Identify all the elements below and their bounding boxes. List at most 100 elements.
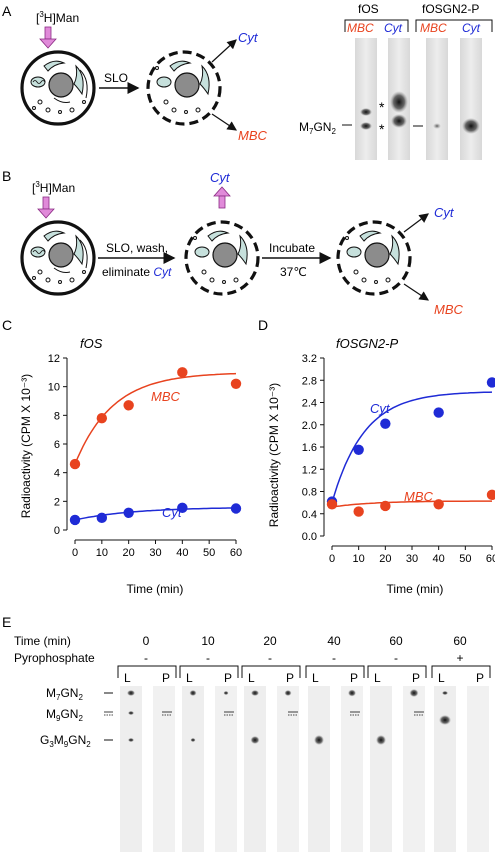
gel-lane-l: [434, 686, 456, 852]
y-tick-label: 4: [54, 468, 60, 480]
data-point-cyt: [380, 418, 391, 429]
data-point-cyt: [433, 407, 444, 418]
y-tick-label: 2.8: [302, 375, 317, 387]
gel-e-marker-m9gn2: M9GN2: [46, 707, 83, 723]
data-point-cyt: [96, 512, 108, 524]
y-tick-label: 3.2: [302, 353, 317, 365]
y-tick-label: 0.4: [302, 509, 317, 521]
pyro-value: -: [394, 651, 398, 665]
gel-lane-l: [308, 686, 330, 852]
y-tick-label: 0.8: [302, 487, 317, 499]
gel-lane-p: [403, 686, 425, 852]
chart-c-series-mbc: MBC: [151, 389, 181, 404]
y-tick-label: 8: [54, 410, 60, 422]
lane-bracket: [431, 665, 491, 678]
gel-band: [314, 735, 324, 745]
pink-arrow-up-icon: [213, 186, 231, 209]
temp-label: 37℃: [280, 265, 307, 279]
gel-lane-mbc-2: MBC: [420, 21, 447, 35]
time-value: 20: [263, 634, 277, 648]
pyro-value: +: [456, 651, 463, 665]
lane-label-p: P: [412, 671, 420, 685]
x-tick-label: 0: [72, 547, 78, 559]
gel-band: [390, 91, 408, 113]
lane-label-l: L: [374, 671, 381, 685]
y-tick-label: 10: [48, 382, 60, 394]
gel-lane-l: [120, 686, 142, 852]
pink-arrow-icon: [37, 196, 55, 219]
gel-band: [376, 735, 386, 745]
x-tick-label: 40: [433, 553, 445, 565]
gel-band: [251, 690, 259, 696]
gel-fosgn2p-title: fOSGN2-P: [422, 2, 479, 16]
lane-bracket: [179, 665, 239, 678]
panel-e-gels: 0-L P10-L P20-L P40-L P60-L P60+L P: [117, 634, 491, 852]
gel-lane-p: [215, 686, 237, 852]
arrow-down: [403, 283, 429, 301]
lane-bracket: [305, 665, 365, 678]
cyt-label-a: Cyt: [238, 30, 259, 45]
panel-b-letter: B: [2, 168, 11, 184]
gel-lane: [460, 38, 482, 160]
pyro-value: -: [206, 651, 210, 665]
cell-washed: [184, 220, 260, 296]
lane-label-p: P: [162, 671, 170, 685]
gel-band: [250, 736, 260, 744]
gel-band: [128, 711, 134, 715]
chart-d-ylabel: Radioactivity (CPM X 10⁻³): [267, 383, 281, 527]
lane-label-p: P: [476, 671, 484, 685]
chart-c-title: fOS: [80, 336, 103, 351]
cell-incubated: [336, 220, 412, 296]
row-time-label: Time (min): [14, 634, 71, 648]
data-point-cyt: [230, 503, 242, 514]
pyro-value: -: [268, 651, 272, 665]
gel-lane-p: [467, 686, 489, 852]
cell-permeabilized: [146, 50, 222, 126]
lane-bracket: [367, 665, 427, 678]
gel-band: [391, 114, 407, 128]
pyro-value: -: [332, 651, 336, 665]
fit-line-mbc: [331, 500, 492, 508]
asterisk-lower: *: [379, 121, 385, 137]
gel-lane-cyt-1: Cyt: [384, 21, 403, 35]
gel-band: [360, 108, 372, 116]
gel-band: [348, 689, 356, 697]
gel-lane-cyt-2: Cyt: [462, 21, 481, 35]
x-tick-label: 20: [123, 547, 135, 559]
data-point-mbc: [69, 458, 81, 470]
gel-band: [223, 691, 229, 695]
asterisk-upper: *: [379, 99, 385, 115]
gel-e-marker-g3m9gn2: G3M9GN2: [40, 733, 91, 749]
mbc-label-b: MBC: [434, 302, 464, 317]
data-point-mbc: [486, 489, 495, 501]
x-tick-label: 50: [203, 547, 215, 559]
y-tick-label: 2.4: [302, 398, 317, 410]
x-tick-label: 0: [329, 553, 335, 565]
y-tick-label: 1.6: [302, 442, 317, 454]
gel-lane-p: [341, 686, 363, 852]
x-tick-label: 30: [406, 553, 418, 565]
lane-label-p: P: [286, 671, 294, 685]
arrow-up: [211, 39, 237, 63]
lane-bracket: [117, 665, 177, 678]
gel-lane-p: [153, 686, 175, 852]
chart-d-series-cyt: Cyt: [370, 401, 391, 416]
gel-band: [439, 715, 451, 725]
gel-lane: [426, 38, 448, 160]
cyt-label-b: Cyt: [434, 205, 455, 220]
x-tick-label: 40: [176, 547, 188, 559]
lane-label-l: L: [248, 671, 255, 685]
chart-d-series-mbc: MBC: [404, 489, 434, 504]
gel-lane-l: [182, 686, 204, 852]
gel-band: [433, 123, 441, 129]
gel-lane-l: [244, 686, 266, 852]
time-value: 40: [327, 634, 341, 648]
chart-c-ylabel: Radioactivity (CPM X 10⁻³): [19, 374, 33, 518]
chart-d: 0.0 0.4 0.8 1.2 1.6 2.0 2.4 2.8 3.2 0 10 20 30 40 50 60: [302, 353, 495, 565]
y-tick-label: 2: [54, 496, 60, 508]
x-tick-label: 50: [459, 553, 471, 565]
data-point-cyt: [69, 514, 81, 526]
gel-lane-p: [277, 686, 299, 852]
y-tick-label: 6: [54, 439, 60, 451]
